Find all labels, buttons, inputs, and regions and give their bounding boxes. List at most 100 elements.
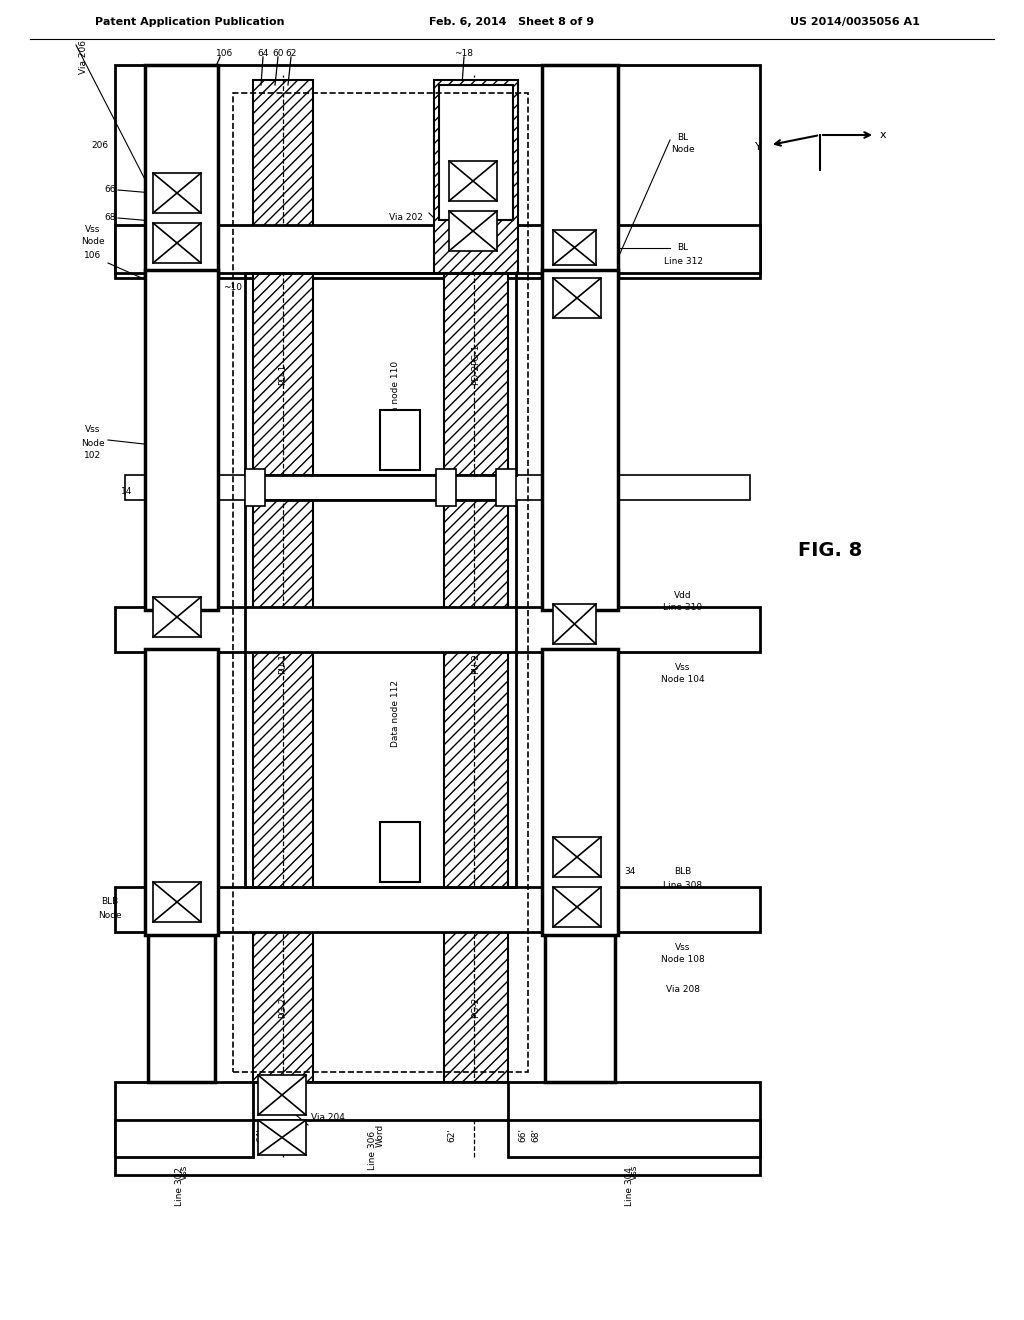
- Text: PD-1: PD-1: [279, 363, 288, 384]
- Text: BL: BL: [678, 132, 688, 141]
- Bar: [439, 84, 513, 220]
- Text: Node 104: Node 104: [662, 676, 705, 685]
- Text: Vss: Vss: [630, 1164, 639, 1180]
- Text: Line 308: Line 308: [664, 880, 702, 890]
- Text: FIG. 8: FIG. 8: [798, 540, 862, 560]
- Bar: [258, 1119, 306, 1155]
- Bar: [253, 81, 313, 1082]
- Text: Via 206: Via 206: [79, 40, 87, 74]
- Bar: [553, 887, 601, 927]
- Bar: [233, 92, 528, 1072]
- Bar: [145, 271, 218, 610]
- Bar: [115, 65, 760, 279]
- Bar: [380, 411, 420, 470]
- Text: 68': 68': [531, 1129, 541, 1142]
- Bar: [553, 837, 601, 876]
- Text: 34: 34: [625, 867, 636, 876]
- Text: 64': 64': [256, 1129, 265, 1142]
- Bar: [508, 1119, 760, 1158]
- Text: Node 108: Node 108: [662, 956, 705, 965]
- Bar: [245, 500, 516, 887]
- Bar: [153, 597, 201, 638]
- Bar: [245, 273, 516, 475]
- Bar: [125, 475, 750, 500]
- Text: PU-1: PU-1: [279, 653, 288, 675]
- Bar: [153, 173, 201, 213]
- Text: 14: 14: [121, 487, 133, 496]
- Text: Node: Node: [81, 438, 104, 447]
- Text: ~10: ~10: [223, 284, 243, 293]
- Bar: [148, 224, 215, 1082]
- Text: PG-2: PG-2: [279, 997, 288, 1018]
- Text: Line 304: Line 304: [625, 1167, 634, 1206]
- Text: 64: 64: [257, 49, 268, 58]
- Text: Node: Node: [98, 911, 122, 920]
- Bar: [153, 223, 201, 263]
- Text: 62': 62': [447, 1129, 457, 1142]
- Bar: [253, 1082, 508, 1119]
- Text: PG-2: PG-2: [471, 997, 480, 1018]
- Bar: [553, 230, 596, 265]
- Text: BLB: BLB: [101, 898, 119, 907]
- Bar: [553, 605, 596, 644]
- Text: US 2014/0035056 A1: US 2014/0035056 A1: [791, 17, 920, 26]
- Bar: [258, 1074, 306, 1115]
- Bar: [449, 211, 497, 251]
- Text: 106: 106: [216, 49, 233, 58]
- Text: BL: BL: [678, 243, 688, 252]
- Bar: [115, 887, 760, 932]
- Text: Line 310: Line 310: [664, 602, 702, 611]
- Bar: [542, 649, 618, 935]
- Text: Vdd: Vdd: [674, 590, 692, 599]
- Bar: [153, 882, 201, 921]
- Bar: [444, 224, 508, 1082]
- Text: 66': 66': [518, 1129, 527, 1142]
- Text: PU-2: PU-2: [471, 653, 480, 675]
- Text: Node: Node: [671, 145, 695, 154]
- Text: Line 302: Line 302: [174, 1167, 183, 1206]
- Bar: [115, 607, 760, 652]
- Text: Vss: Vss: [675, 663, 690, 672]
- Text: 68: 68: [104, 214, 116, 223]
- Bar: [545, 224, 615, 1082]
- Bar: [542, 271, 618, 610]
- Text: 66: 66: [104, 186, 116, 194]
- Text: Data node 110: Data node 110: [390, 360, 399, 428]
- Bar: [145, 649, 218, 935]
- Text: Y: Y: [755, 143, 762, 152]
- Bar: [434, 81, 518, 273]
- Text: Vss: Vss: [85, 224, 100, 234]
- Text: Via 208: Via 208: [666, 986, 700, 994]
- Text: PD-2: PD-2: [471, 363, 480, 384]
- Text: ~18: ~18: [455, 49, 473, 58]
- Text: Via 202: Via 202: [389, 214, 423, 223]
- Bar: [542, 65, 618, 276]
- Text: Node: Node: [81, 238, 104, 247]
- Text: 62: 62: [286, 49, 297, 58]
- Text: Line 312: Line 312: [664, 256, 702, 265]
- Text: Data node 112: Data node 112: [390, 680, 399, 747]
- Text: 206: 206: [91, 140, 109, 149]
- Text: 60': 60': [270, 1129, 280, 1142]
- Bar: [380, 822, 420, 882]
- Text: Word: Word: [376, 1123, 385, 1147]
- Text: PG-1: PG-1: [471, 343, 480, 364]
- Bar: [245, 469, 265, 506]
- Bar: [115, 1119, 253, 1158]
- Text: 60: 60: [272, 49, 284, 58]
- Text: Feb. 6, 2014   Sheet 8 of 9: Feb. 6, 2014 Sheet 8 of 9: [429, 17, 595, 26]
- Text: Patent Application Publication: Patent Application Publication: [95, 17, 285, 26]
- Text: Vss: Vss: [85, 425, 100, 434]
- Text: 106: 106: [84, 251, 101, 260]
- Bar: [436, 469, 456, 506]
- Bar: [496, 469, 516, 506]
- Text: Vss: Vss: [675, 942, 690, 952]
- Bar: [449, 161, 497, 201]
- Text: Line 306: Line 306: [368, 1130, 377, 1170]
- Bar: [115, 1082, 760, 1175]
- Text: Via 204: Via 204: [311, 1113, 345, 1122]
- Text: 102: 102: [84, 451, 101, 461]
- Bar: [115, 224, 760, 273]
- Text: x: x: [880, 129, 887, 140]
- Text: Vss: Vss: [179, 1164, 188, 1180]
